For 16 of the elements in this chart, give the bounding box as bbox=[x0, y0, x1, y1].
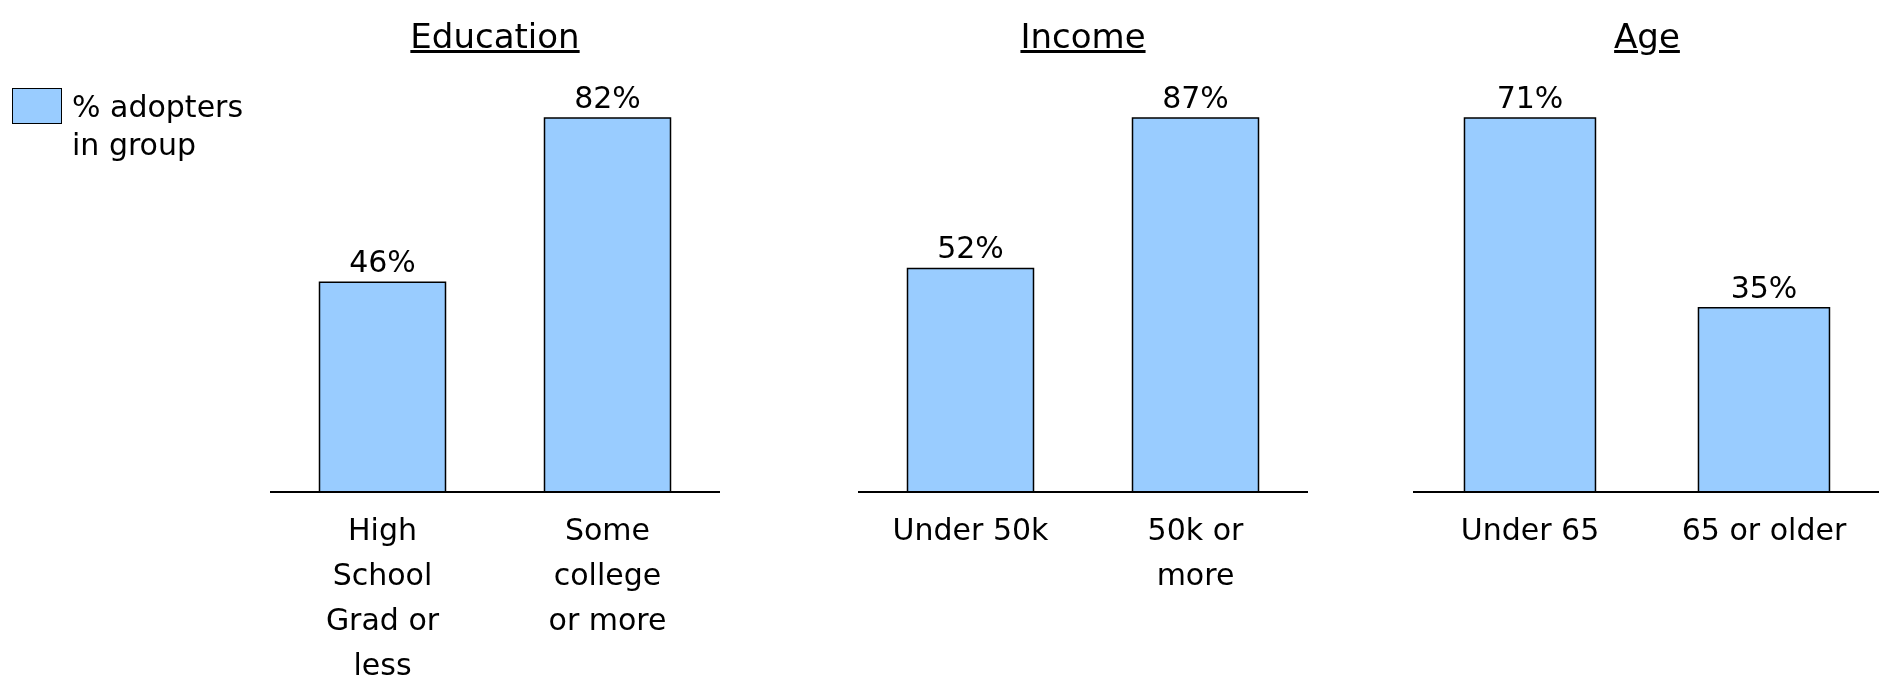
data-label: 87% bbox=[1162, 80, 1229, 115]
data-label: 71% bbox=[1496, 80, 1564, 115]
x-tick-label: High School Grad or less bbox=[325, 512, 440, 679]
chart-title: Income bbox=[1019, 16, 1147, 56]
data-label: 52% bbox=[937, 230, 1004, 266]
chart-title: Age bbox=[1613, 16, 1681, 56]
x-tick-label: 50k or more bbox=[1147, 512, 1245, 592]
data-label: 82% bbox=[574, 80, 641, 115]
data-label: 35% bbox=[1730, 269, 1798, 305]
chart-title: Education bbox=[409, 16, 581, 56]
x-tick-label: Under 65 bbox=[1460, 512, 1600, 547]
x-tick-label: 65 or older bbox=[1681, 512, 1847, 547]
x-tick-label: Under 50k bbox=[892, 512, 1050, 547]
legend-label: % adopters in group bbox=[72, 88, 245, 164]
data-label: 46% bbox=[349, 244, 416, 280]
x-tick-label: Some college or more bbox=[548, 512, 667, 637]
